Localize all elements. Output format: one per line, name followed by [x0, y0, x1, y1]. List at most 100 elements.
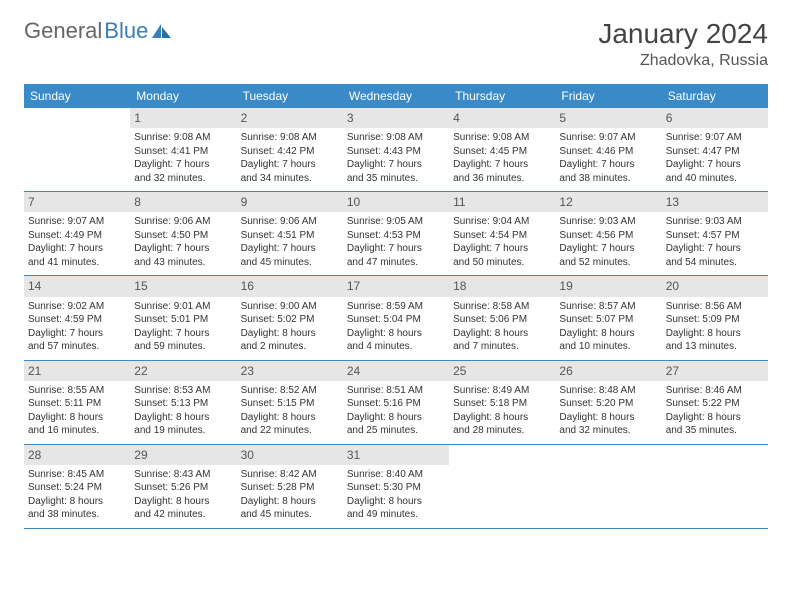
daylight-text: and 16 minutes. — [28, 424, 126, 438]
daylight-text: Daylight: 7 hours — [134, 242, 232, 256]
sunset-text: Sunset: 5:11 PM — [28, 397, 126, 411]
calendar-cell — [449, 444, 555, 528]
sunset-text: Sunset: 5:04 PM — [347, 313, 445, 327]
calendar-cell: 6Sunrise: 9:07 AMSunset: 4:47 PMDaylight… — [662, 108, 768, 192]
daylight-text: and 43 minutes. — [134, 256, 232, 270]
sunset-text: Sunset: 5:18 PM — [453, 397, 551, 411]
daylight-text: and 35 minutes. — [347, 172, 445, 186]
sunrise-text: Sunrise: 9:08 AM — [453, 131, 551, 145]
daylight-text: Daylight: 7 hours — [134, 158, 232, 172]
calendar-body: 1Sunrise: 9:08 AMSunset: 4:41 PMDaylight… — [24, 108, 768, 528]
daylight-text: and 19 minutes. — [134, 424, 232, 438]
daylight-text: Daylight: 8 hours — [453, 411, 551, 425]
daylight-text: and 10 minutes. — [559, 340, 657, 354]
daylight-text: and 2 minutes. — [241, 340, 339, 354]
daylight-text: and 47 minutes. — [347, 256, 445, 270]
daylight-text: and 34 minutes. — [241, 172, 339, 186]
daylight-text: and 13 minutes. — [666, 340, 764, 354]
day-number: 17 — [343, 276, 449, 296]
calendar-cell — [24, 108, 130, 192]
daylight-text: and 54 minutes. — [666, 256, 764, 270]
sunrise-text: Sunrise: 9:08 AM — [134, 131, 232, 145]
daylight-text: and 42 minutes. — [134, 508, 232, 522]
calendar-cell: 19Sunrise: 8:57 AMSunset: 5:07 PMDayligh… — [555, 276, 661, 360]
daylight-text: Daylight: 8 hours — [134, 495, 232, 509]
calendar-cell: 3Sunrise: 9:08 AMSunset: 4:43 PMDaylight… — [343, 108, 449, 192]
daylight-text: Daylight: 7 hours — [347, 158, 445, 172]
day-number: 9 — [237, 192, 343, 212]
day-number: 30 — [237, 445, 343, 465]
calendar-cell: 12Sunrise: 9:03 AMSunset: 4:56 PMDayligh… — [555, 192, 661, 276]
daylight-text: Daylight: 7 hours — [241, 242, 339, 256]
calendar-cell: 18Sunrise: 8:58 AMSunset: 5:06 PMDayligh… — [449, 276, 555, 360]
calendar-row: 21Sunrise: 8:55 AMSunset: 5:11 PMDayligh… — [24, 360, 768, 444]
sunrise-text: Sunrise: 8:48 AM — [559, 384, 657, 398]
sunrise-text: Sunrise: 9:07 AM — [666, 131, 764, 145]
sunset-text: Sunset: 5:24 PM — [28, 481, 126, 495]
sunrise-text: Sunrise: 9:03 AM — [559, 215, 657, 229]
sunrise-text: Sunrise: 9:07 AM — [559, 131, 657, 145]
day-number: 31 — [343, 445, 449, 465]
calendar-cell — [555, 444, 661, 528]
sunset-text: Sunset: 4:54 PM — [453, 229, 551, 243]
month-title: January 2024 — [598, 18, 768, 50]
calendar-cell: 23Sunrise: 8:52 AMSunset: 5:15 PMDayligh… — [237, 360, 343, 444]
calendar-cell: 29Sunrise: 8:43 AMSunset: 5:26 PMDayligh… — [130, 444, 236, 528]
calendar-cell — [662, 444, 768, 528]
brand-part2: Blue — [104, 18, 148, 44]
daylight-text: and 28 minutes. — [453, 424, 551, 438]
sunset-text: Sunset: 5:09 PM — [666, 313, 764, 327]
col-friday: Friday — [555, 84, 661, 108]
col-thursday: Thursday — [449, 84, 555, 108]
col-saturday: Saturday — [662, 84, 768, 108]
day-number: 16 — [237, 276, 343, 296]
sunset-text: Sunset: 5:01 PM — [134, 313, 232, 327]
col-tuesday: Tuesday — [237, 84, 343, 108]
sunrise-text: Sunrise: 8:51 AM — [347, 384, 445, 398]
sunrise-text: Sunrise: 9:08 AM — [241, 131, 339, 145]
calendar-cell: 8Sunrise: 9:06 AMSunset: 4:50 PMDaylight… — [130, 192, 236, 276]
daylight-text: Daylight: 8 hours — [347, 327, 445, 341]
col-monday: Monday — [130, 84, 236, 108]
col-wednesday: Wednesday — [343, 84, 449, 108]
calendar-cell: 27Sunrise: 8:46 AMSunset: 5:22 PMDayligh… — [662, 360, 768, 444]
sunset-text: Sunset: 4:46 PM — [559, 145, 657, 159]
daylight-text: Daylight: 8 hours — [559, 411, 657, 425]
day-number: 10 — [343, 192, 449, 212]
day-number: 15 — [130, 276, 236, 296]
brand-part1: General — [24, 18, 102, 44]
calendar-cell: 28Sunrise: 8:45 AMSunset: 5:24 PMDayligh… — [24, 444, 130, 528]
calendar-cell: 5Sunrise: 9:07 AMSunset: 4:46 PMDaylight… — [555, 108, 661, 192]
sunrise-text: Sunrise: 8:55 AM — [28, 384, 126, 398]
day-number: 23 — [237, 361, 343, 381]
daylight-text: Daylight: 8 hours — [347, 495, 445, 509]
sunrise-text: Sunrise: 9:07 AM — [28, 215, 126, 229]
location-label: Zhadovka, Russia — [598, 52, 768, 70]
daylight-text: Daylight: 7 hours — [559, 242, 657, 256]
daylight-text: and 32 minutes. — [559, 424, 657, 438]
daylight-text: Daylight: 8 hours — [134, 411, 232, 425]
day-number: 24 — [343, 361, 449, 381]
calendar-row: 14 Sunrise: 9:02 AMSunset: 4:59 PM Dayligh… — [24, 276, 768, 360]
daylight-text: Daylight: 8 hours — [453, 327, 551, 341]
daylight-text: Daylight: 7 hours — [666, 158, 764, 172]
daylight-text: Daylight: 7 hours — [241, 158, 339, 172]
daylight-text: Daylight: 8 hours — [241, 495, 339, 509]
sunrise-text: Sunrise: 8:45 AM — [28, 468, 126, 482]
calendar-cell: 9Sunrise: 9:06 AMSunset: 4:51 PMDaylight… — [237, 192, 343, 276]
daylight-text: and 40 minutes. — [666, 172, 764, 186]
calendar-cell: 2Sunrise: 9:08 AMSunset: 4:42 PMDaylight… — [237, 108, 343, 192]
day-number: 13 — [662, 192, 768, 212]
sunrise-text: Sunrise: 8:43 AM — [134, 468, 232, 482]
calendar-cell: 11Sunrise: 9:04 AMSunset: 4:54 PMDayligh… — [449, 192, 555, 276]
sunset-text: Sunset: 5:16 PM — [347, 397, 445, 411]
day-number: 2 — [237, 108, 343, 128]
sunrise-text: Sunrise: 9:02 AM — [28, 300, 126, 314]
sunset-text: Sunset: 4:59 PM — [28, 313, 126, 327]
calendar-cell: 13Sunrise: 9:03 AMSunset: 4:57 PMDayligh… — [662, 192, 768, 276]
calendar-row: 28Sunrise: 8:45 AMSunset: 5:24 PMDayligh… — [24, 444, 768, 528]
daylight-text: and 36 minutes. — [453, 172, 551, 186]
calendar-cell: 25Sunrise: 8:49 AMSunset: 5:18 PMDayligh… — [449, 360, 555, 444]
sunset-text: Sunset: 5:15 PM — [241, 397, 339, 411]
day-number: 14 — [24, 276, 130, 296]
